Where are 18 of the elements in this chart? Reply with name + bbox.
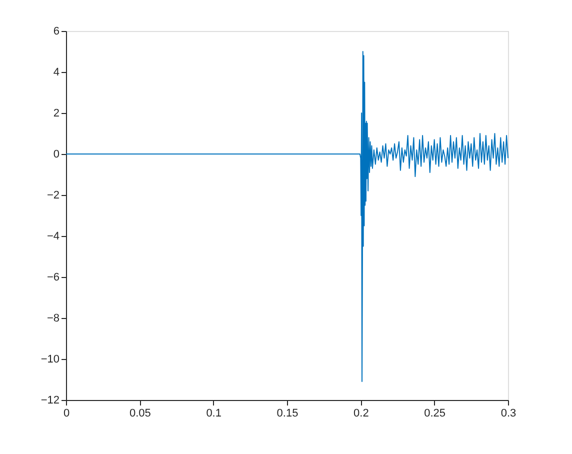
x-tick-label: 0.05 — [129, 408, 151, 420]
x-tick-label: 0.1 — [206, 408, 222, 420]
y-tick-label: 6 — [53, 26, 60, 38]
line-series — [66, 51, 508, 382]
y-tick-label: −10 — [40, 354, 60, 366]
y-tick-label: 4 — [53, 66, 60, 78]
y-tick-label: 2 — [53, 108, 60, 120]
y-tick-label: −6 — [46, 272, 60, 284]
x-tick-label: 0.25 — [424, 408, 446, 420]
x-tick-label: 0 — [63, 408, 70, 420]
x-tick-label: 0.3 — [500, 408, 516, 420]
y-tick-label: −8 — [46, 312, 60, 324]
y-tick-label: −2 — [46, 190, 60, 202]
y-tick-label: 0 — [53, 148, 60, 160]
y-tick-label: −4 — [46, 230, 60, 242]
x-tick-label: 0.2 — [354, 408, 369, 420]
y-tick-label: −12 — [40, 394, 60, 406]
x-tick-label: 0.15 — [276, 408, 298, 420]
